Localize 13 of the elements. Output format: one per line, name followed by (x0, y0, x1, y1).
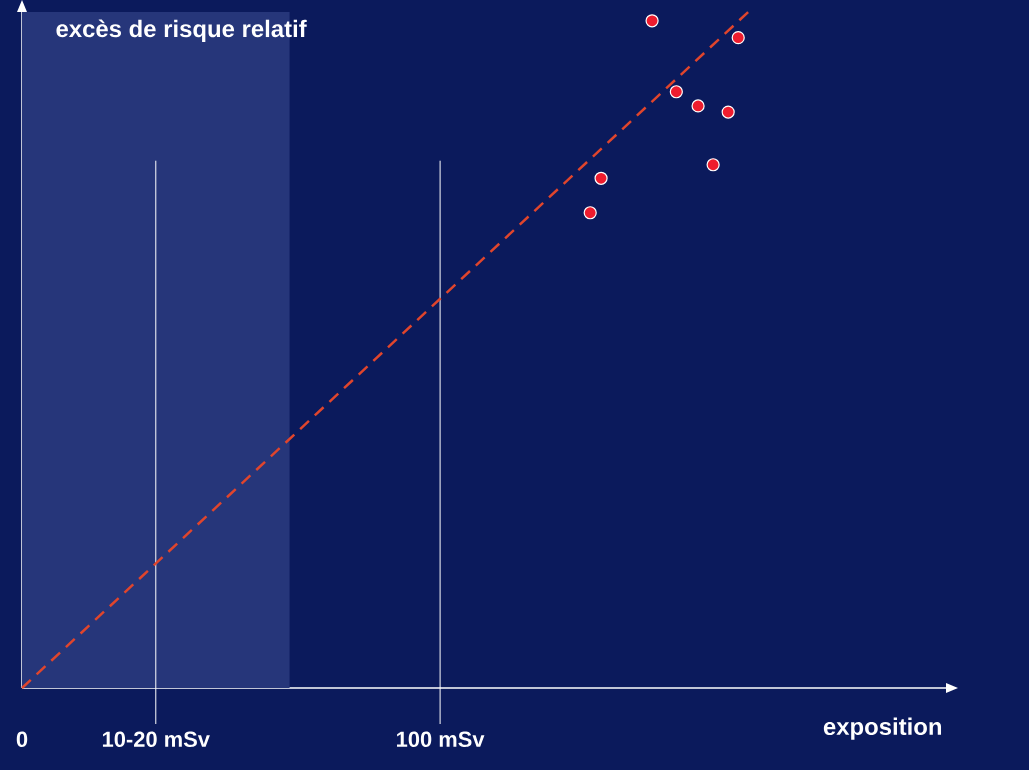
x-tick-label: 0 (16, 731, 28, 748)
point (583, 206, 597, 220)
y-axis-title: excès de risque relatif (56, 19, 307, 43)
x-axis-title: exposition (823, 717, 942, 740)
point (706, 158, 720, 172)
x-tick-label: 10-20 mSv (102, 731, 210, 748)
x-tick-label: 100 mSv (397, 731, 485, 748)
point (721, 105, 735, 119)
point (645, 14, 659, 28)
point (669, 85, 683, 99)
point (731, 31, 745, 45)
point (594, 171, 608, 185)
point (691, 99, 705, 113)
